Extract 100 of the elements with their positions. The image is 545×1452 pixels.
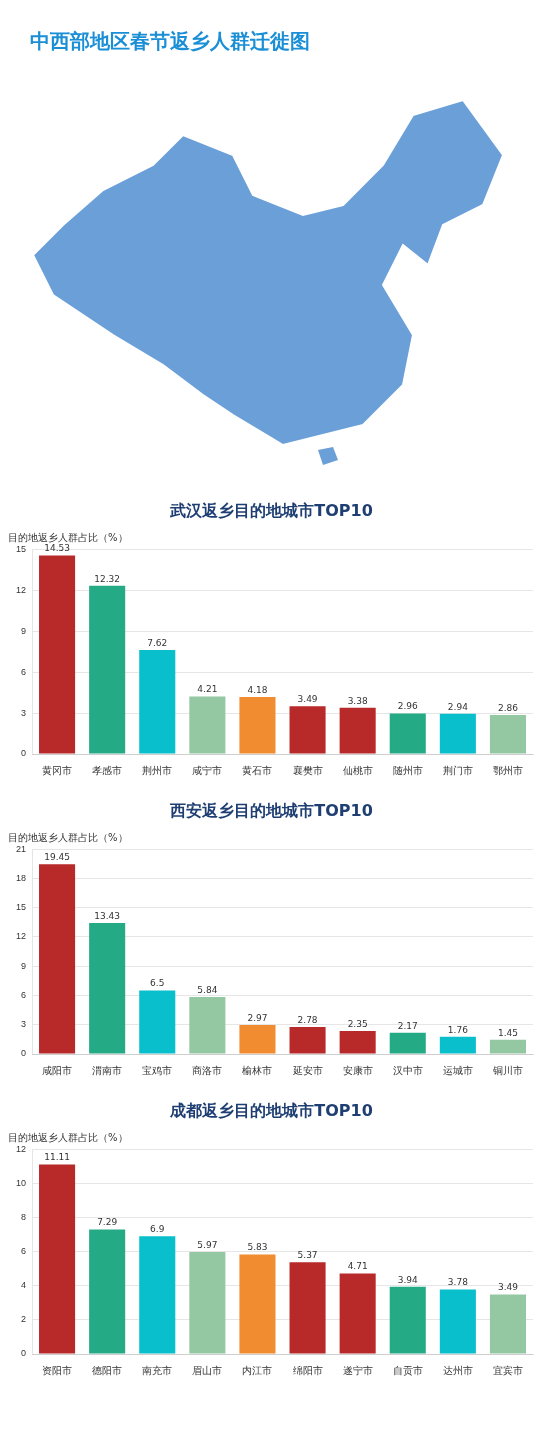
x-tick-label: 咸阳市 — [42, 1064, 73, 1076]
x-tick-label: 荆门市 — [442, 764, 473, 776]
bar — [389, 1286, 426, 1354]
data-label: 11.11 — [44, 1152, 70, 1163]
x-tick-label: 襄樊市 — [292, 764, 323, 776]
x-tick-label: 铜川市 — [491, 1064, 523, 1076]
bar — [439, 1289, 476, 1354]
x-tick-label: 咸宁市 — [192, 764, 223, 776]
x-tick-label: 自贡市 — [392, 1364, 423, 1376]
y-tick-label: 6 — [21, 666, 27, 677]
bar — [389, 1032, 426, 1054]
bar — [139, 649, 176, 754]
y-tick-label: 0 — [21, 1048, 27, 1059]
data-label: 2.17 — [397, 1020, 418, 1031]
bar — [389, 713, 426, 754]
y-tick-label: 15 — [16, 902, 27, 913]
data-label: 4.71 — [347, 1261, 368, 1272]
x-tick-label: 宜宾市 — [492, 1364, 523, 1376]
y-axis-title: 目的地返乡人群占比（%） — [8, 531, 128, 543]
bar — [89, 923, 126, 1054]
x-tick-label: 黄石市 — [242, 764, 273, 776]
x-tick-label: 延安市 — [291, 1064, 323, 1076]
data-label: 14.53 — [44, 543, 70, 554]
data-label: 4.21 — [197, 684, 218, 695]
y-tick-label: 3 — [21, 707, 27, 718]
data-label: 2.78 — [297, 1014, 318, 1025]
x-tick-label: 遂宁市 — [342, 1364, 373, 1376]
bar — [239, 1254, 276, 1354]
data-label: 12.32 — [94, 573, 121, 584]
bar — [239, 696, 276, 754]
data-label: 6.5 — [150, 978, 165, 989]
bar — [489, 1294, 526, 1354]
x-tick-label: 宝鸡市 — [142, 1064, 173, 1076]
x-tick-label: 仙桃市 — [342, 764, 373, 776]
y-tick-label: 8 — [21, 1211, 27, 1222]
y-tick-label: 9 — [21, 625, 27, 636]
x-tick-label: 南充市 — [142, 1364, 173, 1376]
data-label: 5.84 — [197, 984, 218, 995]
data-label: 2.94 — [447, 701, 469, 712]
x-tick-label: 运城市 — [442, 1064, 473, 1076]
chart-title: 成都返乡目的地城市TOP10 — [169, 1100, 373, 1120]
bar — [89, 585, 126, 754]
x-tick-label: 榆林市 — [242, 1064, 273, 1076]
y-tick-label: 10 — [16, 1177, 27, 1188]
y-tick-label: 0 — [21, 1348, 27, 1359]
x-tick-label: 绵阳市 — [292, 1364, 323, 1376]
x-tick-label: 内江市 — [242, 1364, 273, 1376]
y-tick-label: 12 — [16, 931, 27, 942]
x-tick-label: 随州市 — [392, 764, 423, 776]
data-label: 13.43 — [94, 910, 121, 921]
y-tick-label: 12 — [16, 1143, 27, 1154]
x-tick-label: 德阳市 — [92, 1364, 123, 1376]
data-label: 2.96 — [397, 701, 419, 712]
bar — [439, 1036, 476, 1054]
text: 中西部地区春节返乡人群迁徙图 — [29, 28, 311, 55]
y-axis-title: 目的地返乡人群占比（%） — [8, 1131, 128, 1143]
data-label: 5.37 — [297, 1250, 318, 1261]
data-label: 3.78 — [447, 1277, 469, 1288]
data-label: 7.29 — [97, 1217, 118, 1228]
y-tick-label: 15 — [16, 543, 27, 554]
bar — [489, 1039, 526, 1054]
bar — [39, 864, 76, 1054]
x-tick-label: 鄂州市 — [492, 764, 523, 776]
y-tick-label: 9 — [21, 960, 27, 971]
y-tick-label: 6 — [21, 1246, 27, 1257]
y-tick-label: 0 — [21, 748, 27, 759]
y-tick-label: 21 — [16, 843, 27, 854]
bar — [189, 997, 226, 1054]
bar — [439, 713, 476, 754]
data-label: 3.49 — [497, 1282, 519, 1293]
data-label: 19.45 — [44, 852, 70, 863]
x-tick-label: 渭南市 — [92, 1064, 123, 1076]
data-label: 5.97 — [197, 1239, 218, 1250]
data-label: 6.9 — [150, 1224, 165, 1235]
bar — [289, 706, 326, 754]
data-label: 3.94 — [397, 1274, 419, 1285]
data-label: 2.35 — [347, 1018, 368, 1029]
bar — [489, 714, 526, 754]
bar — [39, 1164, 76, 1354]
bar — [289, 1026, 326, 1054]
x-tick-label: 汉中市 — [392, 1064, 423, 1076]
bar — [239, 1025, 276, 1054]
bar — [139, 1236, 176, 1354]
data-label: 5.83 — [247, 1242, 268, 1253]
y-axis-title: 目的地返乡人群占比（%） — [8, 831, 128, 843]
data-label: 2.97 — [247, 1012, 268, 1023]
bar — [189, 696, 226, 754]
bar — [339, 707, 376, 754]
bar — [89, 1229, 126, 1354]
x-tick-label: 眉山市 — [192, 1364, 223, 1376]
bar — [339, 1031, 376, 1054]
x-tick-label: 安康市 — [342, 1064, 373, 1076]
bar — [39, 555, 76, 754]
x-tick-label: 商洛市 — [192, 1064, 223, 1076]
x-tick-label: 达州市 — [442, 1364, 473, 1376]
data-label: 3.38 — [347, 695, 368, 706]
bar — [289, 1262, 326, 1354]
data-label: 1.76 — [447, 1024, 469, 1035]
data-label: 1.45 — [497, 1027, 518, 1038]
data-label: 7.62 — [147, 637, 168, 648]
